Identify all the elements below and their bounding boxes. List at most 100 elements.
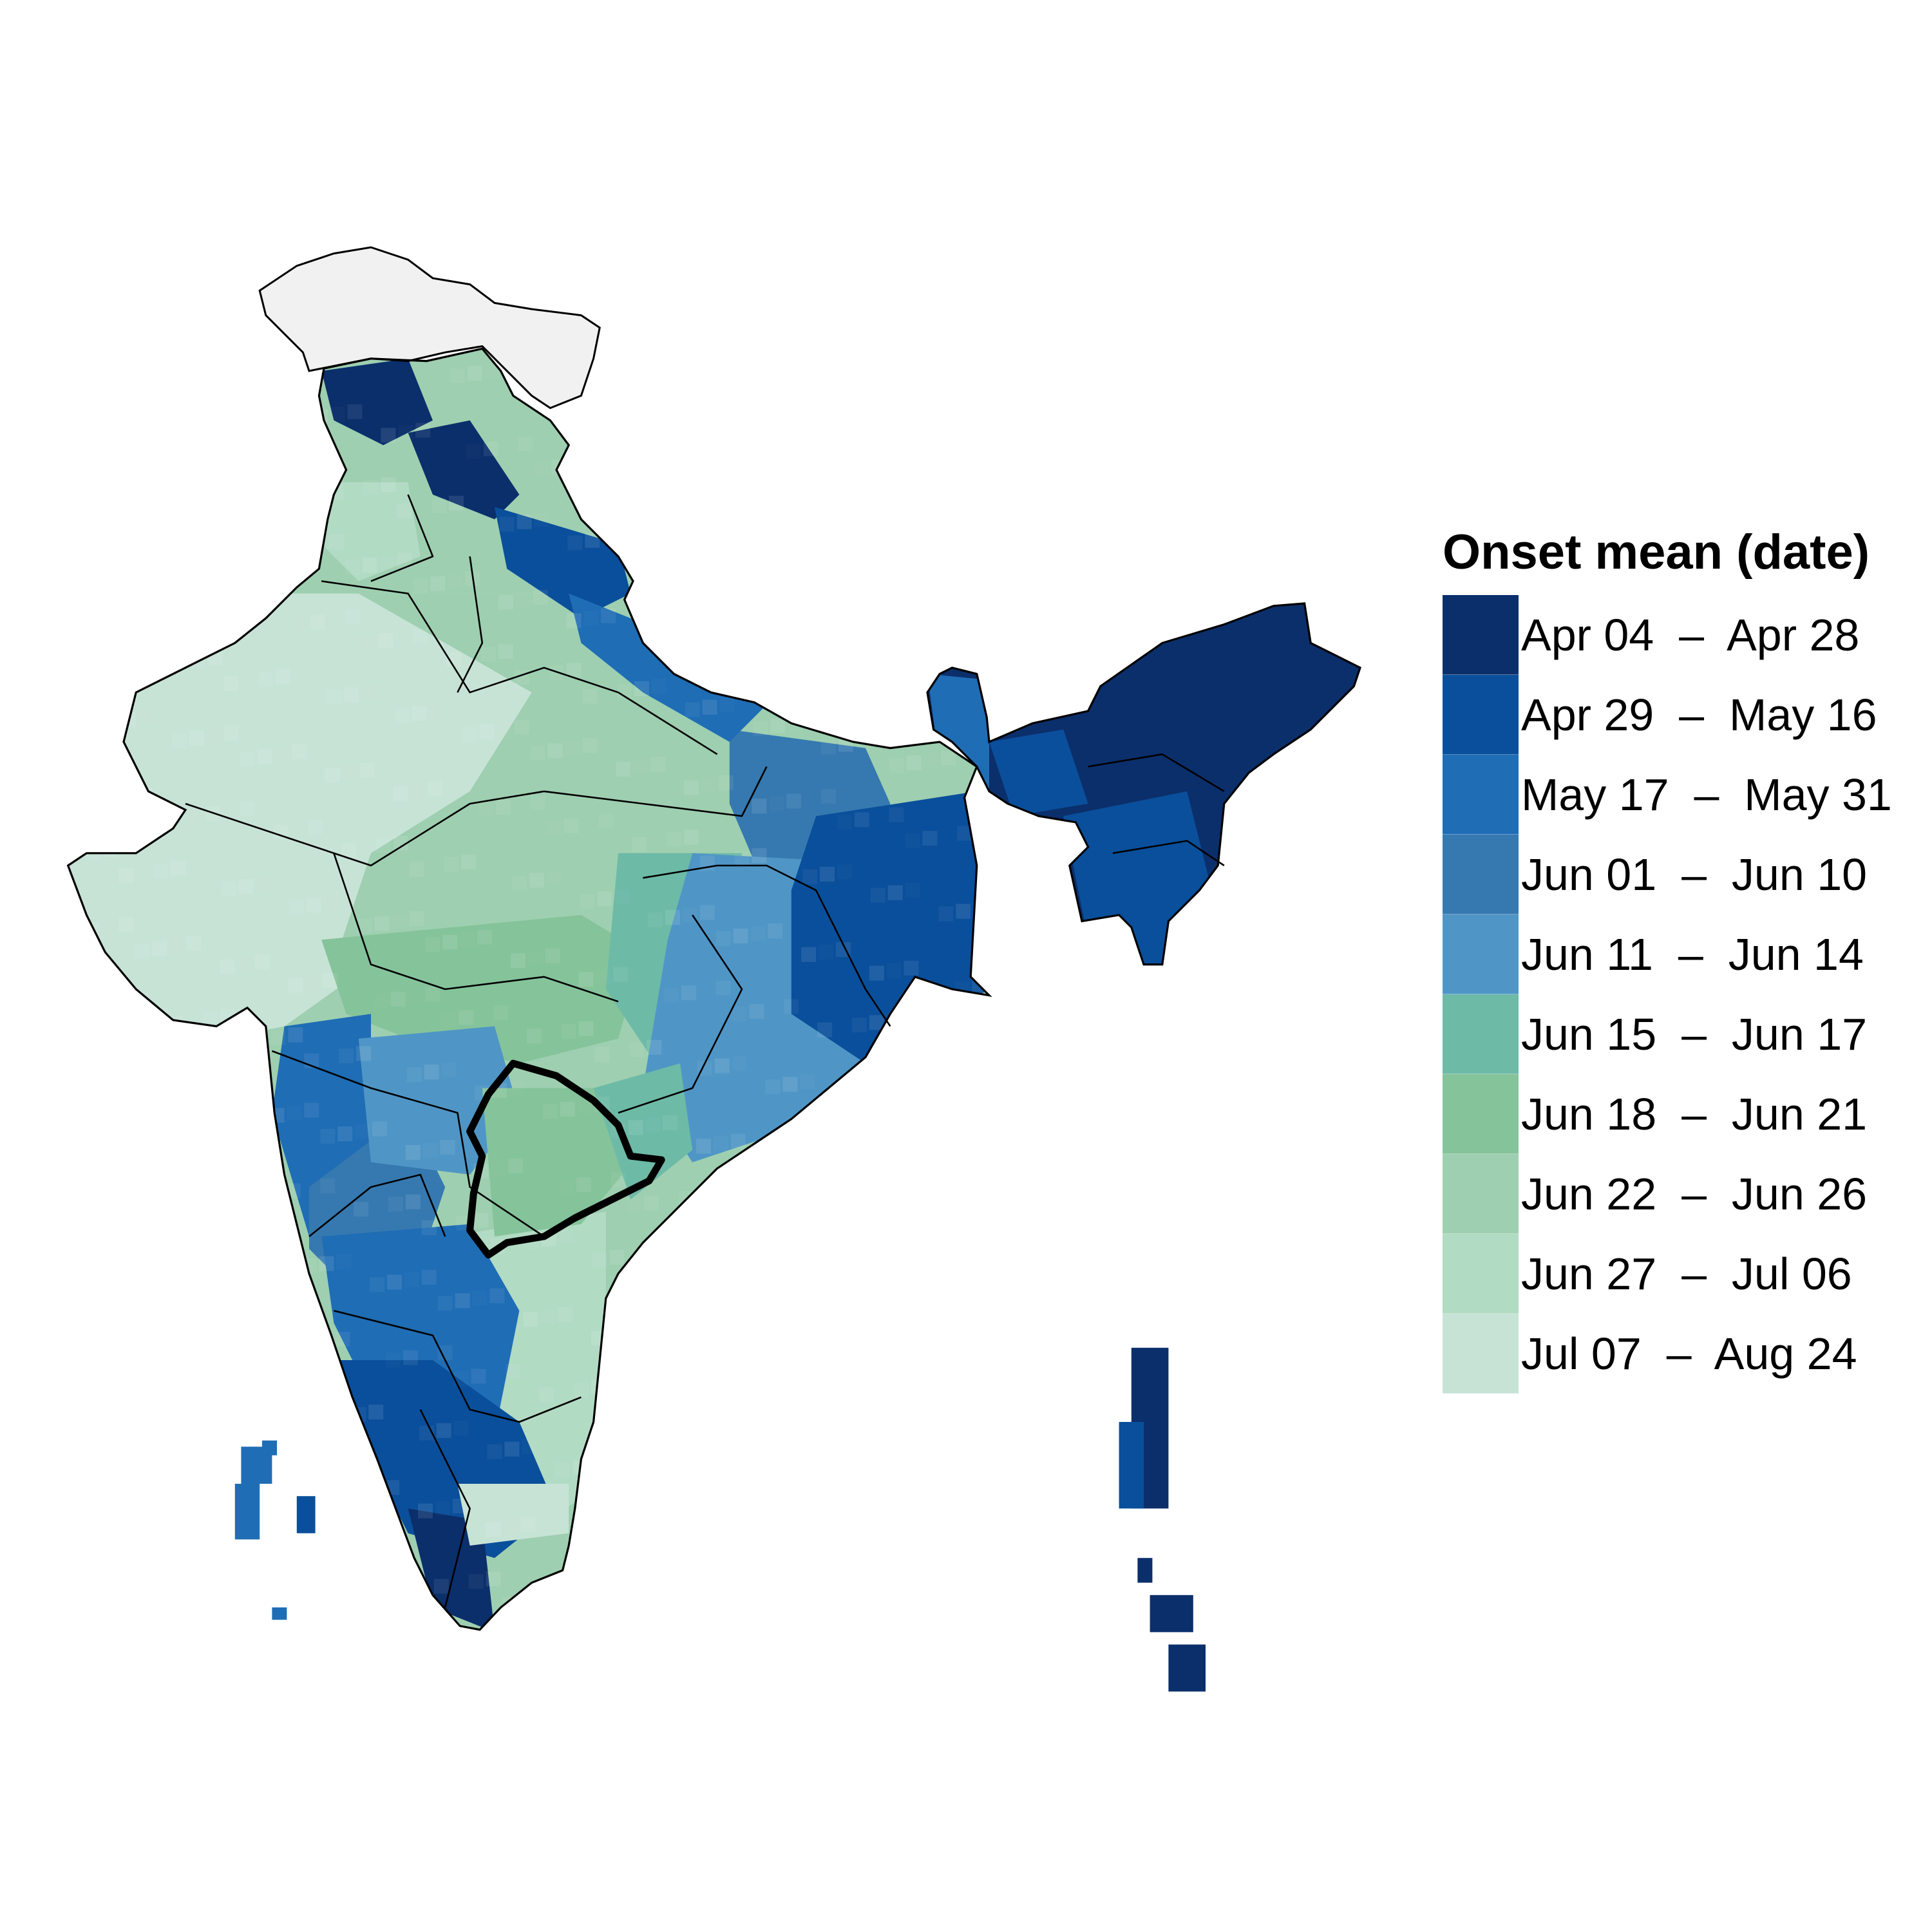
grid-cell bbox=[232, 1318, 247, 1333]
grid-cell bbox=[654, 473, 669, 489]
grid-cell bbox=[426, 859, 441, 874]
grid-cell bbox=[952, 1187, 967, 1202]
grid-cell bbox=[171, 860, 185, 876]
grid-cell bbox=[326, 690, 341, 705]
grid-cell bbox=[166, 1222, 181, 1236]
grid-cell bbox=[433, 1578, 449, 1594]
grid-cell bbox=[831, 1303, 846, 1318]
grid-cell bbox=[706, 417, 721, 431]
grid-cell bbox=[699, 983, 714, 998]
grid-cell bbox=[930, 1551, 945, 1566]
grid-cell bbox=[511, 953, 526, 969]
grid-cell bbox=[687, 546, 703, 562]
grid-cell bbox=[710, 1419, 725, 1435]
grid-cell bbox=[901, 1166, 916, 1181]
grid-cell bbox=[114, 1278, 129, 1293]
grid-cell bbox=[956, 904, 971, 919]
grid-cell bbox=[866, 1171, 882, 1186]
grid-cell bbox=[603, 402, 618, 418]
grid-cell bbox=[159, 424, 175, 439]
grid-cell bbox=[178, 1580, 193, 1595]
grid-cell bbox=[656, 395, 670, 410]
grid-cell bbox=[272, 903, 287, 918]
grid-cell bbox=[808, 381, 824, 396]
grid-cell bbox=[748, 1082, 763, 1097]
grid-cell bbox=[316, 1461, 332, 1477]
grid-cell bbox=[348, 1563, 363, 1578]
grid-cell bbox=[796, 1308, 811, 1323]
grid-cell bbox=[571, 1539, 586, 1553]
grid-cell bbox=[891, 602, 907, 617]
grid-cell bbox=[335, 1331, 350, 1347]
grid-cell bbox=[796, 1358, 811, 1373]
legend-item: Apr 04 – Apr 28 bbox=[1443, 595, 1932, 675]
grid-cell bbox=[1004, 1130, 1019, 1145]
island-cell bbox=[1119, 1422, 1144, 1509]
grid-cell bbox=[417, 1631, 431, 1646]
grid-cell bbox=[288, 1027, 303, 1043]
grid-cell bbox=[368, 1405, 384, 1420]
grid-cell bbox=[687, 625, 701, 639]
grid-cell bbox=[671, 421, 687, 437]
grid-cell bbox=[953, 1109, 969, 1124]
grid-cell bbox=[612, 1045, 627, 1059]
grid-cell bbox=[921, 909, 936, 923]
grid-cell bbox=[304, 1103, 319, 1118]
grid-cell bbox=[281, 1544, 296, 1559]
grid-cell bbox=[547, 821, 562, 836]
grid-cell bbox=[910, 472, 925, 488]
legend-item: Jun 22 – Jun 26 bbox=[1443, 1154, 1932, 1234]
grid-cell bbox=[978, 540, 990, 555]
grid-cell bbox=[999, 1492, 1014, 1506]
grid-cell bbox=[332, 1487, 348, 1502]
grid-cell bbox=[978, 491, 990, 506]
grid-cell bbox=[961, 415, 977, 431]
grid-cell bbox=[734, 851, 750, 866]
grid-cell bbox=[418, 1503, 433, 1519]
grid-cell bbox=[641, 1401, 657, 1416]
grid-cell bbox=[483, 441, 498, 457]
legend-label: Jun 27 – Jul 06 bbox=[1521, 1249, 1852, 1299]
grid-cell bbox=[261, 466, 276, 481]
grid-cell bbox=[144, 1634, 158, 1649]
grid-cell bbox=[312, 459, 328, 474]
grid-cell bbox=[477, 929, 493, 945]
grid-cell bbox=[677, 1268, 693, 1283]
grid-cell bbox=[406, 1067, 422, 1082]
grid-cell bbox=[928, 392, 943, 407]
grid-cell bbox=[405, 1144, 421, 1160]
country-outline bbox=[66, 347, 992, 1631]
grid-cell bbox=[790, 511, 805, 526]
grid-cell bbox=[988, 1054, 990, 1070]
grid-cell bbox=[256, 876, 270, 891]
grid-cell bbox=[339, 1048, 354, 1064]
grid-cell bbox=[140, 582, 155, 598]
grid-cell bbox=[137, 788, 153, 802]
grid-cell bbox=[319, 1256, 334, 1271]
grid-cell bbox=[331, 1615, 346, 1630]
grid-cell bbox=[454, 1421, 469, 1435]
grid-cell bbox=[835, 1020, 849, 1035]
grid-cell bbox=[573, 1382, 589, 1397]
grid-cell bbox=[288, 978, 303, 993]
grid-cell bbox=[671, 471, 687, 486]
grid-cell bbox=[819, 945, 833, 960]
grid-cell bbox=[885, 1090, 900, 1106]
grid-cell bbox=[723, 414, 738, 429]
grid-cell bbox=[381, 428, 396, 443]
grid-cell bbox=[292, 744, 307, 759]
grid-cell bbox=[325, 768, 340, 783]
grid-cell bbox=[857, 607, 872, 622]
grid-cell bbox=[223, 726, 239, 741]
grid-cell bbox=[316, 1412, 332, 1427]
grid-cell bbox=[211, 1604, 227, 1619]
grid-cell bbox=[1008, 847, 1023, 862]
grid-cell bbox=[539, 1387, 554, 1403]
grid-cell bbox=[534, 512, 549, 527]
grid-cell bbox=[390, 991, 406, 1007]
grid-cell bbox=[625, 1403, 639, 1418]
grid-cell bbox=[876, 449, 892, 464]
legend-swatch bbox=[1443, 595, 1519, 675]
grid-cell bbox=[887, 963, 902, 978]
